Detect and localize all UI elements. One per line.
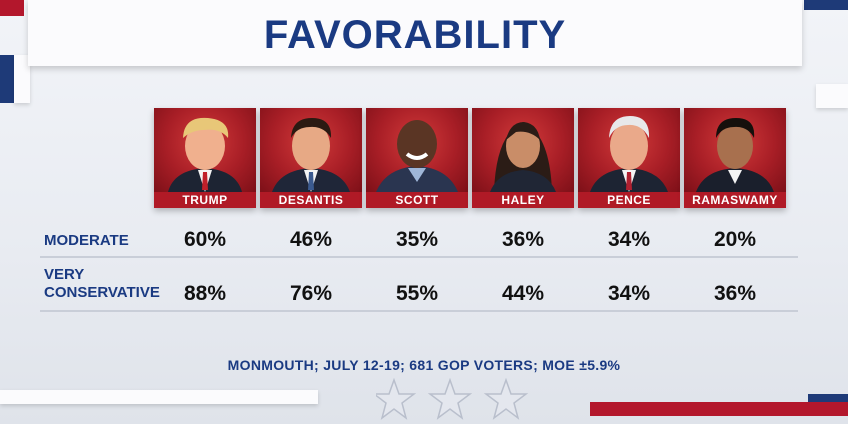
value-cell: 76% xyxy=(289,282,333,305)
star-icon xyxy=(427,377,473,420)
decorative-red-bar xyxy=(590,402,848,416)
candidate-name: DESANTIS xyxy=(260,192,362,208)
candidate-card: DESANTIS xyxy=(260,108,362,208)
candidate-photo xyxy=(578,108,680,192)
decorative-blue-bar xyxy=(0,55,14,103)
candidate-name: SCOTT xyxy=(366,192,468,208)
candidate-name: HALEY xyxy=(472,192,574,208)
row-label-line: CONSERVATIVE xyxy=(44,284,160,301)
candidate-name: RAMASWAMY xyxy=(684,192,786,208)
decorative-blue-bar xyxy=(804,0,848,10)
row-label-line: VERY xyxy=(44,266,85,283)
candidate-photo xyxy=(684,108,786,192)
row-label-very-conservative: VERY CONSERVATIVE xyxy=(44,266,160,302)
candidate-card: SCOTT xyxy=(366,108,468,208)
decorative-red-bar xyxy=(0,0,24,16)
candidate-photo xyxy=(260,108,362,192)
value-cell: 44% xyxy=(501,282,545,305)
value-cell: 55% xyxy=(395,282,439,305)
page-title: FAVORABILITY xyxy=(263,12,567,57)
candidate-photo xyxy=(472,108,574,192)
value-cell: 88% xyxy=(183,282,227,305)
stars-decoration xyxy=(376,377,529,420)
source-note: MONMOUTH; JULY 12-19; 681 GOP VOTERS; MO… xyxy=(227,357,621,373)
value-cell: 35% xyxy=(395,228,439,251)
row-label-moderate: MODERATE xyxy=(44,232,129,250)
row-divider xyxy=(40,256,798,258)
value-cell: 60% xyxy=(183,228,227,251)
value-cell: 34% xyxy=(607,282,651,305)
decorative-white-bar xyxy=(0,390,318,404)
candidate-name: PENCE xyxy=(578,192,680,208)
decorative-white-bar xyxy=(14,55,30,103)
title-banner: FAVORABILITY xyxy=(28,0,802,66)
star-icon xyxy=(483,377,529,420)
row-label-line: MODERATE xyxy=(44,232,129,249)
value-cell: 36% xyxy=(501,228,545,251)
value-cell: 20% xyxy=(713,228,757,251)
candidate-photo xyxy=(154,108,256,192)
decorative-blue-bar xyxy=(808,394,848,402)
candidate-card: TRUMP xyxy=(154,108,256,208)
candidate-name: TRUMP xyxy=(154,192,256,208)
candidate-card: HALEY xyxy=(472,108,574,208)
decorative-white-bar xyxy=(816,84,848,108)
value-cell: 36% xyxy=(713,282,757,305)
candidate-card: RAMASWAMY xyxy=(684,108,786,208)
candidate-card: PENCE xyxy=(578,108,680,208)
value-cell: 46% xyxy=(289,228,333,251)
candidate-photo xyxy=(366,108,468,192)
value-cell: 34% xyxy=(607,228,651,251)
row-divider xyxy=(40,310,798,312)
star-icon xyxy=(376,377,417,420)
